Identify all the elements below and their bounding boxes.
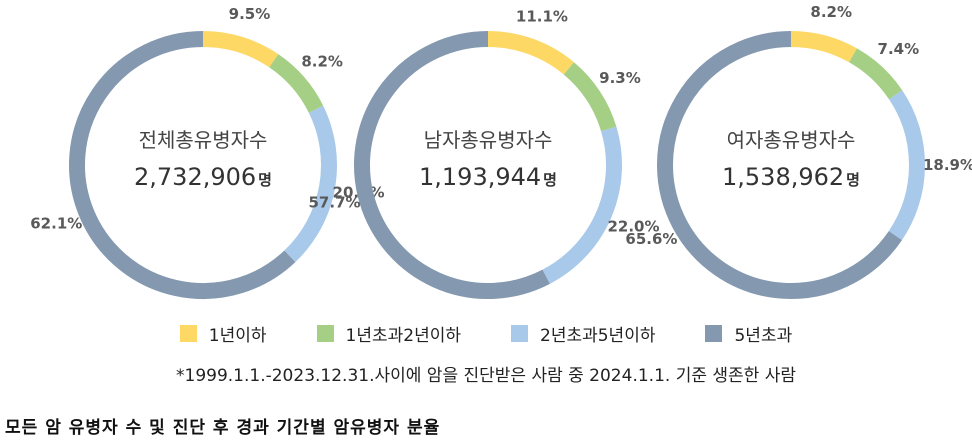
legend-swatch-1yr: [179, 325, 197, 342]
donut-male: 11.1% 9.3% 22.0% 57.7% 남자총유병자수 1,193,944 명: [309, 7, 660, 299]
slice-label-male-2: 22.0%: [607, 218, 659, 236]
slice-label-female-0: 8.2%: [810, 3, 852, 21]
slice-label-total-0: 9.5%: [229, 5, 271, 23]
legend-item-2to5yr: 2년초과5년이하: [511, 321, 655, 346]
legend-swatch-1to2yr: [316, 325, 334, 342]
slice-label-female-2: 18.9%: [923, 156, 972, 174]
slice-label-male-0: 11.1%: [516, 7, 568, 25]
slice-male-1: [563, 62, 617, 132]
legend-label-2to5yr: 2년초과5년이하: [540, 326, 656, 346]
footnote: *1999.1.1.-2023.12.31.사이에 암을 진단받은 사람 중 2…: [176, 366, 796, 386]
legend-label-1yr: 1년이하: [208, 326, 267, 346]
slice-female-3: [657, 31, 902, 299]
center-value-male: 1,193,944 명: [419, 163, 557, 191]
center-title-male: 남자총유병자수: [424, 128, 553, 152]
figure-caption: 모든 암 유병자 수 및 진단 후 경과 기간별 암유병자 분율: [5, 418, 441, 438]
slice-total-1: [269, 54, 324, 113]
center-title-female: 여자총유병자수: [727, 128, 856, 152]
slice-female-2: [888, 90, 925, 241]
center-title-total: 전체총유병자수: [139, 128, 268, 152]
slice-label-total-3: 62.1%: [30, 215, 82, 233]
legend-item-1yr: 1년이하: [179, 321, 267, 346]
slice-label-total-1: 8.2%: [301, 52, 343, 70]
slice-female-1: [848, 48, 903, 100]
slice-male-3: [354, 31, 550, 299]
slice-label-female-3: 65.6%: [625, 230, 677, 248]
donut-female: 8.2% 7.4% 18.9% 65.6% 여자총유병자수 1,538,962 명: [625, 3, 972, 299]
slice-label-male-3: 57.7%: [309, 194, 361, 212]
legend-label-over5yr: 5년초과: [734, 326, 793, 346]
center-value-female: 1,538,962 명: [722, 163, 860, 191]
slice-female-0: [790, 31, 857, 63]
legend-item-1to2yr: 1년초과2년이하: [316, 321, 461, 346]
slice-male-0: [487, 31, 574, 75]
legend-item-over5yr: 5년초과: [705, 321, 792, 346]
legend: 1년이하 1년초과2년이하 2년초과5년이하 5년초과: [0, 321, 972, 346]
legend-label-1to2yr: 1년초과2년이하: [345, 326, 461, 346]
legend-swatch-over5yr: [705, 325, 723, 342]
slice-label-male-1: 9.3%: [599, 69, 641, 87]
slice-total-2: [284, 105, 337, 263]
slice-total-0: [202, 31, 279, 68]
legend-swatch-2to5yr: [511, 325, 528, 342]
slice-total-3: [69, 31, 296, 299]
slice-label-female-1: 7.4%: [878, 40, 920, 58]
center-value-total: 2,732,906 명: [134, 163, 272, 191]
slice-male-2: [542, 126, 622, 284]
